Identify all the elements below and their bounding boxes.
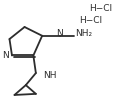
Text: N: N: [56, 29, 63, 38]
Text: N: N: [2, 51, 9, 60]
Text: NH₂: NH₂: [75, 29, 92, 38]
Text: H−Cl: H−Cl: [90, 4, 113, 13]
Text: NH: NH: [43, 71, 57, 80]
Text: H−Cl: H−Cl: [80, 16, 103, 25]
